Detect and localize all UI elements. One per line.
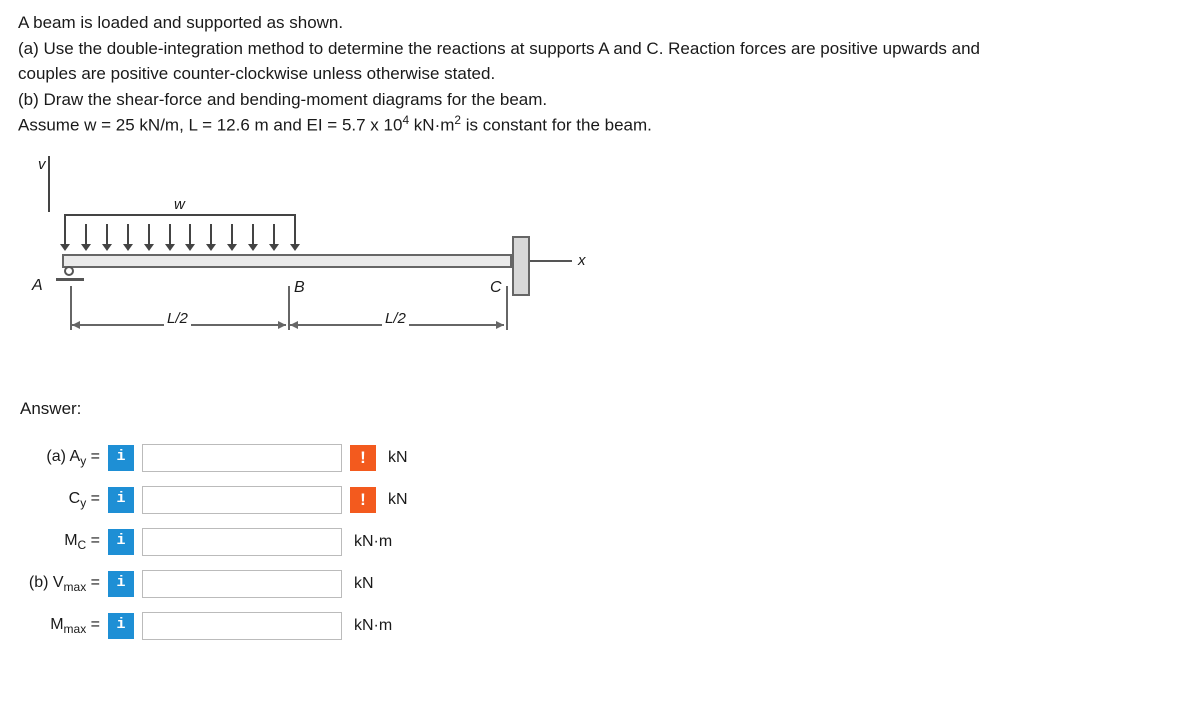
point-c-label: C: [490, 276, 502, 300]
x-axis-label: x: [578, 250, 586, 273]
problem-statement: A beam is loaded and supported as shown.…: [18, 10, 1182, 138]
unit-label: kN·m: [354, 530, 392, 554]
v-axis-label: v: [38, 154, 46, 177]
unit-label: kN·m: [354, 614, 392, 638]
problem-line-3: couples are positive counter-clockwise u…: [18, 61, 1182, 87]
dim-right: L/2: [382, 308, 409, 331]
unit-label: kN: [388, 488, 408, 512]
load-arrows: [64, 224, 296, 252]
info-icon[interactable]: i: [108, 571, 134, 597]
info-icon[interactable]: i: [108, 487, 134, 513]
answer-row: Cy = i! kN: [18, 486, 1182, 514]
field-label: Cy =: [18, 487, 100, 512]
problem-line-4: (b) Draw the shear-force and bending-mom…: [18, 87, 1182, 113]
warning-icon: !: [350, 445, 376, 471]
answer-row: (b) Vmax = i kN: [18, 570, 1182, 598]
beam-diagram: v w x A B C L/2 L/2: [26, 156, 626, 376]
answer-heading: Answer:: [20, 396, 1182, 422]
point-b-label: B: [294, 276, 305, 300]
answer-input[interactable]: [142, 570, 342, 598]
fixed-support: [512, 236, 530, 296]
problem-line-1: A beam is loaded and supported as shown.: [18, 10, 1182, 36]
field-label: MC =: [18, 529, 100, 554]
answer-row: Mmax = i kN·m: [18, 612, 1182, 640]
field-label: (b) Vmax =: [18, 571, 100, 596]
answer-input[interactable]: [142, 486, 342, 514]
field-label: (a) Ay =: [18, 445, 100, 470]
answer-form: (a) Ay = i! kN Cy = i! kN MC = i kN·m (b) Vmax = i…: [18, 444, 1182, 640]
answer-input[interactable]: [142, 528, 342, 556]
info-icon[interactable]: i: [108, 445, 134, 471]
load-bracket: [64, 214, 296, 224]
answer-row: MC = i kN·m: [18, 528, 1182, 556]
answer-input[interactable]: [142, 612, 342, 640]
info-icon[interactable]: i: [108, 529, 134, 555]
info-icon[interactable]: i: [108, 613, 134, 639]
pin-support: [60, 268, 80, 280]
answer-input[interactable]: [142, 444, 342, 472]
answer-row: (a) Ay = i! kN: [18, 444, 1182, 472]
point-a-label: A: [32, 274, 43, 298]
problem-line-2: (a) Use the double-integration method to…: [18, 36, 1182, 62]
warning-icon: !: [350, 487, 376, 513]
field-label: Mmax =: [18, 613, 100, 638]
unit-label: kN: [388, 446, 408, 470]
x-axis: [530, 260, 572, 262]
unit-label: kN: [354, 572, 374, 596]
problem-line-5: Assume w = 25 kN/m, L = 12.6 m and EI = …: [18, 112, 1182, 138]
dim-left: L/2: [164, 308, 191, 331]
beam: [62, 254, 512, 268]
v-axis: [48, 156, 50, 212]
